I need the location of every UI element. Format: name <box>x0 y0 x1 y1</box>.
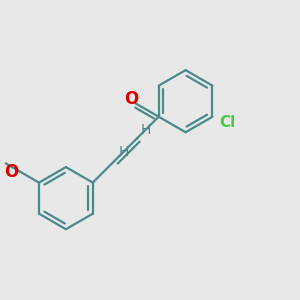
Text: O: O <box>124 90 139 108</box>
Text: H: H <box>140 123 151 137</box>
Text: H: H <box>118 145 129 159</box>
Text: Cl: Cl <box>220 115 236 130</box>
Text: O: O <box>4 163 18 181</box>
